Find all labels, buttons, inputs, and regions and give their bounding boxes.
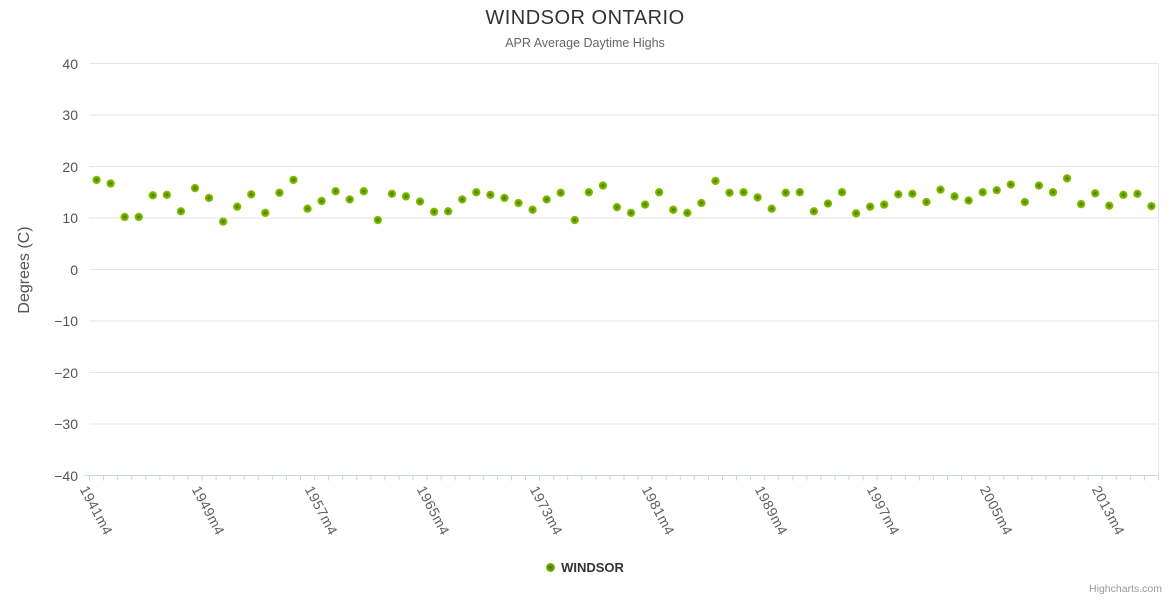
credits-link[interactable]: Highcharts.com bbox=[1089, 583, 1162, 595]
data-point[interactable] bbox=[809, 207, 819, 216]
legend-series-label: WINDSOR bbox=[561, 559, 624, 575]
data-point[interactable] bbox=[851, 209, 861, 218]
data-point[interactable] bbox=[331, 187, 340, 196]
data-point[interactable] bbox=[415, 197, 425, 206]
data-point[interactable] bbox=[556, 188, 565, 197]
y-axis-label: 10 bbox=[62, 210, 78, 226]
data-point[interactable] bbox=[1020, 197, 1030, 207]
data-point[interactable] bbox=[190, 183, 200, 193]
data-point[interactable] bbox=[1034, 181, 1044, 190]
data-point[interactable] bbox=[865, 202, 875, 211]
legend-item-windsor[interactable]: WINDSOR bbox=[0, 557, 1170, 577]
data-point[interactable] bbox=[204, 193, 214, 203]
data-point[interactable] bbox=[767, 204, 776, 213]
data-point[interactable] bbox=[922, 197, 931, 207]
data-point[interactable] bbox=[176, 207, 186, 216]
data-point[interactable] bbox=[247, 190, 256, 199]
data-point[interactable] bbox=[1091, 189, 1100, 198]
data-point[interactable] bbox=[275, 188, 284, 197]
data-point[interactable] bbox=[218, 217, 228, 226]
data-point[interactable] bbox=[1133, 189, 1142, 198]
data-point[interactable] bbox=[401, 192, 411, 201]
data-point[interactable] bbox=[739, 188, 748, 197]
legend-marker-icon bbox=[546, 562, 556, 572]
chart-subtitle: APR Average Daytime Highs bbox=[505, 36, 665, 50]
data-point[interactable] bbox=[669, 205, 678, 214]
data-point[interactable] bbox=[106, 179, 115, 188]
data-point[interactable] bbox=[345, 195, 354, 204]
data-point[interactable] bbox=[795, 188, 805, 197]
data-point[interactable] bbox=[725, 188, 734, 197]
data-point[interactable] bbox=[1105, 201, 1114, 210]
data-point[interactable] bbox=[443, 207, 453, 216]
y-axis-label: −40 bbox=[54, 467, 78, 484]
data-point[interactable] bbox=[1076, 199, 1086, 209]
data-point[interactable] bbox=[289, 175, 298, 185]
data-point[interactable] bbox=[908, 189, 917, 198]
data-point[interactable] bbox=[472, 188, 481, 197]
data-point[interactable] bbox=[359, 187, 368, 196]
data-point[interactable] bbox=[950, 192, 959, 201]
data-point[interactable] bbox=[626, 208, 636, 218]
data-point[interactable] bbox=[232, 202, 242, 211]
data-point[interactable] bbox=[1006, 180, 1016, 189]
data-point[interactable] bbox=[148, 191, 157, 200]
data-point[interactable] bbox=[964, 196, 973, 205]
data-point[interactable] bbox=[120, 212, 129, 222]
data-point[interactable] bbox=[570, 215, 579, 225]
data-point[interactable] bbox=[1147, 201, 1156, 211]
data-point[interactable] bbox=[992, 185, 1001, 195]
data-point[interactable] bbox=[317, 196, 326, 206]
data-point[interactable] bbox=[880, 200, 889, 209]
data-point[interactable] bbox=[936, 185, 945, 194]
data-point[interactable] bbox=[837, 188, 847, 197]
data-point[interactable] bbox=[753, 193, 762, 202]
y-axis-label: −10 bbox=[54, 313, 78, 329]
data-point[interactable] bbox=[387, 189, 397, 198]
data-point[interactable] bbox=[1048, 188, 1058, 197]
data-point[interactable] bbox=[978, 188, 987, 197]
y-axis-label: 30 bbox=[62, 107, 78, 123]
data-point[interactable] bbox=[261, 208, 270, 218]
data-point[interactable] bbox=[640, 200, 650, 209]
data-point[interactable] bbox=[486, 190, 495, 200]
y-axis-label: 0 bbox=[70, 261, 78, 278]
data-point[interactable] bbox=[458, 195, 467, 204]
data-point[interactable] bbox=[654, 188, 664, 197]
data-point[interactable] bbox=[500, 193, 509, 203]
data-point[interactable] bbox=[514, 198, 523, 208]
data-point[interactable] bbox=[1119, 190, 1128, 200]
data-point[interactable] bbox=[373, 215, 383, 225]
data-point[interactable] bbox=[134, 212, 143, 222]
data-point[interactable] bbox=[697, 198, 706, 208]
data-point[interactable] bbox=[612, 202, 622, 212]
data-point[interactable] bbox=[1062, 174, 1072, 183]
data-point[interactable] bbox=[162, 190, 172, 200]
data-point[interactable] bbox=[429, 207, 439, 217]
data-point[interactable] bbox=[894, 190, 903, 199]
data-point[interactable] bbox=[303, 204, 312, 213]
data-point[interactable] bbox=[823, 199, 833, 208]
y-axis-label: 40 bbox=[62, 55, 78, 72]
data-point[interactable] bbox=[781, 188, 790, 197]
data-point[interactable] bbox=[598, 181, 608, 190]
data-point[interactable] bbox=[711, 176, 720, 186]
data-point[interactable] bbox=[683, 208, 692, 218]
y-axis-label: 20 bbox=[62, 158, 78, 175]
data-point[interactable] bbox=[92, 175, 101, 185]
data-point[interactable] bbox=[584, 188, 594, 197]
data-point[interactable] bbox=[542, 195, 551, 204]
y-axis-label: −30 bbox=[54, 416, 78, 432]
chart-title: WINDSOR ONTARIO bbox=[485, 7, 685, 29]
data-point[interactable] bbox=[528, 205, 537, 214]
y-axis-label: −20 bbox=[54, 364, 78, 381]
